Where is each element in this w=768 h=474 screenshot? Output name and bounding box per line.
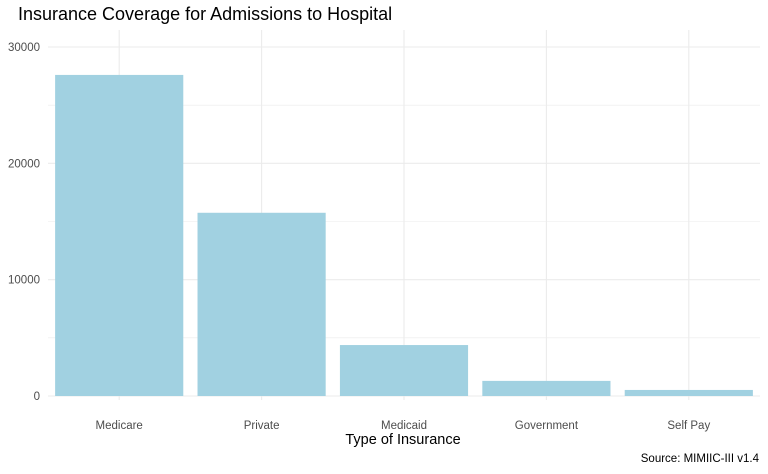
bar-self-pay <box>624 389 753 396</box>
x-tick-label: Medicare <box>96 420 143 432</box>
bar-private <box>197 212 326 396</box>
bar-medicare <box>55 74 184 397</box>
x-tick-label: Private <box>244 420 280 432</box>
x-tick-label: Medicaid <box>381 420 427 432</box>
bar-government <box>482 380 611 396</box>
x-axis-label: Type of Insurance <box>345 432 461 448</box>
y-axis-ticks: 0 10000 20000 30000 <box>8 42 40 403</box>
y-tick-label: 0 <box>34 391 40 403</box>
bars <box>55 74 753 397</box>
y-tick-label: 10000 <box>8 275 40 287</box>
chart-title: Insurance Coverage for Admissions to Hos… <box>18 4 393 24</box>
x-axis-ticks: Medicare Private Medicaid Government Self Pa… <box>96 420 711 432</box>
bar-medicaid <box>339 345 469 396</box>
y-tick-label: 30000 <box>8 42 40 54</box>
x-tick-label: Self Pay <box>667 420 710 432</box>
y-tick-label: 20000 <box>8 158 40 170</box>
x-tick-label: Government <box>515 420 579 432</box>
source-caption: Source: MIMIIC-III v1.4 <box>640 453 759 465</box>
